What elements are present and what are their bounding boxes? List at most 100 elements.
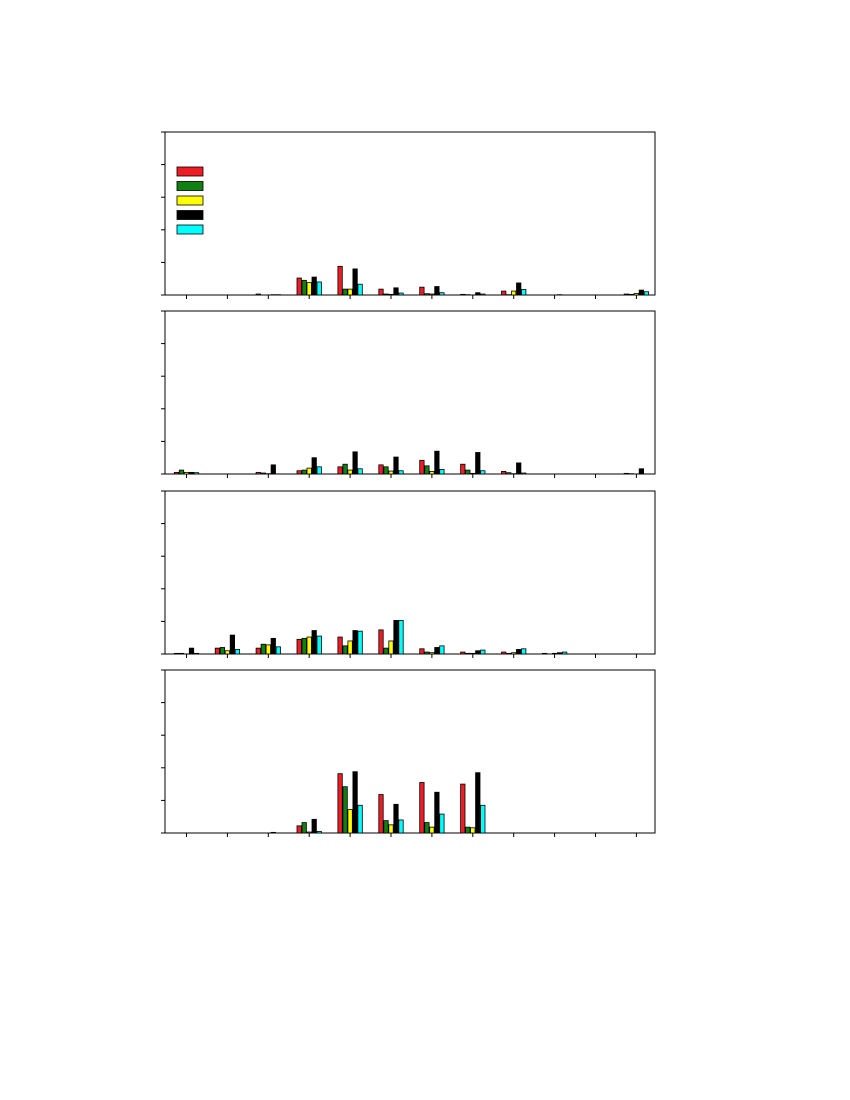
bar-series-5 [316, 635, 322, 655]
bar-series-4 [434, 450, 440, 475]
bar-series-5 [357, 283, 363, 296]
bar-series-2 [219, 647, 225, 655]
bar-series-1 [255, 293, 261, 296]
bar-series-4 [188, 471, 195, 475]
bar-series-5 [521, 289, 527, 296]
bar-series-4 [393, 456, 399, 475]
bar-series-4 [229, 634, 235, 655]
bar-series-5 [439, 813, 445, 834]
legend-swatch-1 [176, 166, 204, 177]
bar-series-3 [552, 652, 558, 655]
legend [176, 166, 204, 235]
bar-series-3 [470, 827, 476, 834]
bar-series-1 [501, 470, 507, 475]
bar-series-3 [265, 644, 271, 655]
bar-series-3 [347, 469, 353, 475]
bar-series-5 [480, 649, 486, 655]
bar-series-2 [178, 652, 185, 655]
bar-series-2 [383, 820, 389, 834]
bar-series-2 [301, 469, 307, 475]
bar-series-2 [342, 288, 348, 296]
bar-series-1 [337, 466, 343, 475]
bar-series-5 [316, 466, 322, 475]
bar-series-4 [311, 818, 317, 834]
bar-series-1 [378, 794, 384, 834]
legend-swatch-2 [176, 181, 204, 191]
bar-series-5 [357, 804, 363, 834]
bar-series-4 [352, 630, 358, 655]
bar-series-2 [342, 645, 348, 655]
bar-series-4 [393, 620, 399, 655]
bar-series-4 [311, 630, 317, 655]
bar-series-3 [429, 293, 435, 296]
bar-series-4 [393, 287, 399, 296]
bar-series-4 [475, 292, 481, 296]
bar-series-1 [460, 783, 466, 834]
bar-series-2 [301, 279, 307, 296]
bar-series-3 [388, 470, 394, 475]
bar-series-4 [434, 286, 440, 296]
bar-series-4 [434, 791, 440, 834]
bar-series-5 [643, 291, 650, 296]
bar-series-5 [275, 646, 281, 655]
bar-series-1 [419, 459, 425, 475]
bar-series-4 [475, 650, 481, 655]
bar-series-5 [357, 468, 363, 475]
bar-series-3 [429, 652, 435, 655]
bar-series-3 [306, 831, 312, 834]
bar-series-5 [316, 281, 322, 296]
bar-series-4 [516, 462, 522, 475]
bar-series-5 [521, 648, 527, 655]
bar-series-5 [357, 630, 363, 655]
bar-series-5 [480, 804, 486, 834]
bar-series-1 [255, 471, 261, 475]
bar-series-2 [383, 466, 389, 475]
bar-series-1 [173, 652, 180, 655]
bar-series-4 [352, 268, 358, 296]
bar-series-2 [465, 826, 471, 834]
bar-series-1 [419, 648, 425, 655]
bar-series-2 [628, 293, 635, 296]
bar-series-4 [557, 652, 563, 655]
bar-series-1 [378, 288, 384, 296]
bar-series-4 [270, 464, 276, 475]
bar-series-2 [301, 822, 307, 834]
bar-series-4 [352, 451, 358, 475]
bar-series-5 [521, 472, 527, 475]
bar-series-4 [475, 452, 481, 475]
bar-series-1 [419, 286, 425, 296]
bar-series-5 [316, 830, 322, 834]
bar-series-1 [623, 293, 630, 296]
bar-series-5 [193, 652, 200, 655]
bar-series-5 [398, 470, 404, 475]
bar-series-5 [234, 649, 240, 655]
chart-panels [161, 131, 656, 837]
bar-series-1 [419, 782, 425, 834]
bar-series-4 [638, 289, 645, 296]
bar-series-5 [439, 645, 445, 655]
bar-series-5 [193, 472, 200, 475]
bar-series-4 [393, 803, 399, 834]
bar-series-1 [296, 470, 302, 475]
bar-series-3 [511, 290, 517, 296]
bar-series-3 [306, 467, 312, 475]
bar-series-2 [383, 647, 389, 655]
bar-series-1 [501, 651, 507, 655]
bar-series-4 [516, 649, 522, 655]
bar-series-1 [296, 638, 302, 655]
plot-frame [164, 310, 656, 475]
plot-frame [164, 131, 656, 296]
bar-series-5 [480, 293, 486, 296]
bar-series-3 [347, 640, 353, 655]
bar-series-2 [465, 469, 471, 475]
bar-series-4 [311, 457, 317, 475]
bar-series-3 [224, 650, 230, 655]
legend-swatch-5 [176, 224, 204, 235]
bar-series-4 [270, 637, 276, 655]
bar-series-2 [383, 293, 389, 296]
bar-series-3 [183, 471, 190, 475]
bar-series-2 [260, 472, 266, 475]
bar-series-5 [398, 620, 404, 655]
bar-series-5 [398, 819, 404, 834]
bar-series-3 [511, 652, 517, 655]
